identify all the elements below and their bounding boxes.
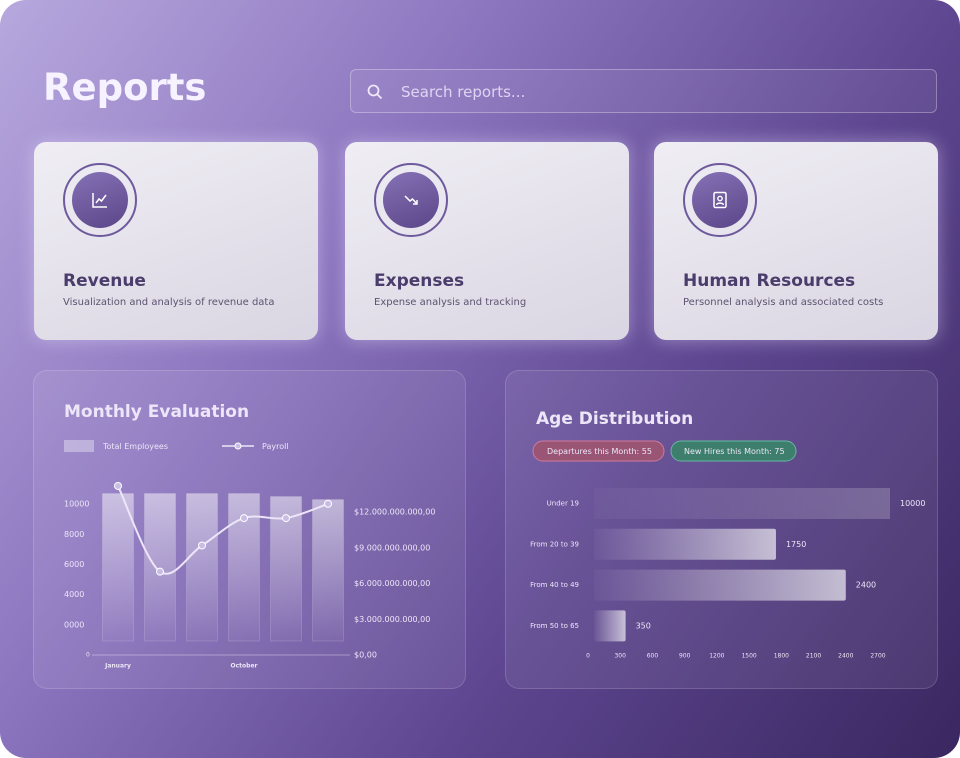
badge bbox=[532, 440, 665, 462]
x-tick-label: 2100 bbox=[806, 653, 821, 660]
chart-title: Age Distribution bbox=[536, 409, 693, 429]
report-card[interactable]: Revenue Visualization and analysis of re… bbox=[34, 142, 318, 340]
y-tick-label: 6000 bbox=[64, 560, 84, 569]
bar bbox=[594, 488, 890, 519]
y-tick-label: From 50 to 65 bbox=[530, 622, 579, 630]
search-placeholder: Search reports... bbox=[401, 83, 526, 101]
card-title: Revenue bbox=[63, 271, 146, 291]
search-icon bbox=[367, 84, 383, 100]
value-label: 10000 bbox=[900, 499, 925, 508]
search-box[interactable]: Search reports... bbox=[350, 69, 937, 113]
value-label: 350 bbox=[636, 621, 651, 630]
bar bbox=[102, 493, 134, 642]
x-tick-label: 1200 bbox=[709, 653, 724, 660]
bar bbox=[594, 610, 626, 642]
y2-tick-label: $6.000.000.000,00 bbox=[354, 579, 430, 588]
bar bbox=[594, 569, 846, 601]
page-title: Reports bbox=[43, 66, 207, 109]
x-tick-label: January bbox=[104, 663, 131, 670]
card-title: Expenses bbox=[374, 271, 465, 291]
line-point bbox=[324, 499, 332, 508]
y-tick-label: From 40 to 49 bbox=[530, 581, 579, 589]
card-description: Personnel analysis and associated costs bbox=[683, 297, 884, 308]
legend-swatch bbox=[64, 440, 94, 452]
x-tick-label: 2700 bbox=[870, 653, 885, 660]
bar bbox=[144, 493, 176, 642]
y-tick-label: 4000 bbox=[64, 590, 84, 599]
x-tick-label: 300 bbox=[614, 653, 626, 660]
bar bbox=[186, 493, 218, 642]
y-tick-label: Under 19 bbox=[547, 500, 579, 508]
badge bbox=[670, 440, 797, 462]
card-description: Expense analysis and tracking bbox=[374, 297, 527, 308]
line-point bbox=[156, 567, 164, 576]
legend-swatch bbox=[234, 442, 242, 450]
y2-tick-label: $9.000.000.000,00 bbox=[354, 543, 430, 552]
x-tick-label: 2400 bbox=[838, 653, 853, 660]
y-tick-label: 10000 bbox=[64, 500, 89, 509]
badge-label: New Hires this Month: 75 bbox=[684, 447, 785, 456]
bar bbox=[594, 528, 776, 560]
report-card[interactable]: Expenses Expense analysis and tracking bbox=[345, 142, 629, 340]
card-icon bbox=[63, 163, 137, 237]
x-tick-label: 1800 bbox=[774, 653, 789, 660]
card-description: Visualization and analysis of revenue da… bbox=[63, 297, 275, 308]
y2-tick-label: $3.000.000.000,00 bbox=[354, 615, 430, 624]
card-icon bbox=[683, 163, 757, 237]
report-card[interactable]: Human Resources Personnel analysis and a… bbox=[654, 142, 938, 340]
y2-tick-label: $0,00 bbox=[354, 651, 377, 660]
line-point bbox=[282, 514, 290, 523]
x-tick-label: 1500 bbox=[741, 653, 756, 660]
legend-label: Payroll bbox=[262, 442, 289, 451]
x-tick-label: 900 bbox=[679, 653, 691, 660]
chart-title: Monthly Evaluation bbox=[64, 402, 249, 422]
bar bbox=[312, 499, 344, 642]
line-point bbox=[240, 514, 248, 523]
badge-label: Departures this Month: 55 bbox=[547, 447, 652, 456]
x-tick-label: 600 bbox=[647, 653, 659, 660]
line-point bbox=[114, 481, 122, 490]
y-tick-label: 0 bbox=[86, 652, 90, 659]
card-title: Human Resources bbox=[683, 271, 856, 291]
y-tick-label: 8000 bbox=[64, 530, 84, 539]
y-tick-label: From 20 to 39 bbox=[530, 540, 579, 548]
legend-label: Total Employees bbox=[102, 442, 168, 451]
x-tick-label: October bbox=[231, 663, 258, 670]
line-point bbox=[198, 541, 206, 550]
y-tick-label: 0000 bbox=[64, 620, 84, 629]
value-label: 1750 bbox=[786, 540, 806, 549]
y2-tick-label: $12.000.000.000,00 bbox=[354, 508, 435, 517]
value-label: 2400 bbox=[856, 581, 876, 590]
card-icon bbox=[374, 163, 448, 237]
x-tick-label: 0 bbox=[586, 653, 590, 660]
